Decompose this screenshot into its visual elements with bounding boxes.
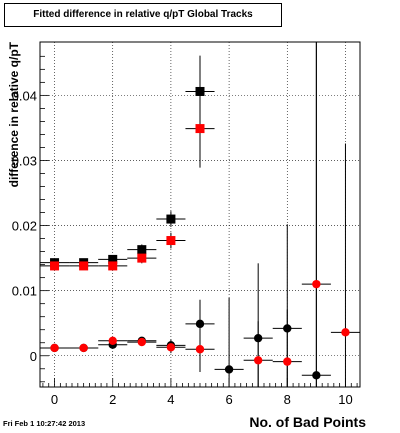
y-tick-label: 0.01 bbox=[12, 284, 37, 299]
ticks: 0 2 4 6 8 10 0 0.01 0.02 0.03 0.04 bbox=[12, 55, 358, 407]
y-tick-label: 0 bbox=[30, 349, 37, 364]
data-point-square bbox=[166, 214, 176, 224]
data-point-square bbox=[50, 261, 60, 271]
data-point-circle bbox=[253, 356, 263, 365]
data-point-circle bbox=[341, 328, 350, 337]
data-point-square bbox=[166, 236, 176, 246]
data-point-circle bbox=[166, 343, 176, 352]
data-point-square bbox=[195, 86, 205, 96]
x-tick-label: 10 bbox=[338, 392, 352, 407]
y-tick-label: 0.02 bbox=[12, 219, 37, 234]
data-point-square bbox=[195, 124, 205, 134]
chart-title: Fitted difference in relative q/pT Globa… bbox=[33, 9, 253, 20]
x-tick-label: 8 bbox=[284, 392, 291, 407]
data-point-square bbox=[79, 261, 89, 271]
data-point-circle bbox=[50, 343, 59, 353]
data-point-circle bbox=[224, 365, 234, 374]
timestamp: Fri Feb 1 10:27:42 2013 bbox=[3, 419, 86, 428]
data-point-circle bbox=[195, 319, 205, 329]
x-axis-label: No. of Bad Points bbox=[249, 414, 366, 430]
y-axis-label: difference in relative q/pT bbox=[7, 41, 21, 187]
data-point-circle bbox=[195, 345, 205, 354]
data-point-square bbox=[137, 253, 147, 263]
data-point-square bbox=[137, 245, 147, 255]
data-point-circle bbox=[312, 371, 321, 380]
data-point-circle bbox=[283, 357, 292, 366]
x-tick-label: 2 bbox=[109, 392, 116, 407]
x-tick-label: 6 bbox=[225, 392, 232, 407]
data-point-circle bbox=[253, 333, 263, 343]
x-tick-label: 0 bbox=[51, 392, 58, 407]
data-point-circle bbox=[283, 324, 292, 333]
y-tick-label: 0.04 bbox=[12, 88, 37, 103]
data-point-circle bbox=[137, 337, 147, 347]
x-tick-label: 4 bbox=[167, 392, 174, 407]
data-point-circle bbox=[312, 279, 321, 289]
title-box: Fitted difference in relative q/pT Globa… bbox=[4, 3, 282, 27]
markers bbox=[50, 86, 350, 380]
data-point-square bbox=[108, 254, 118, 264]
data-point-circle bbox=[108, 336, 117, 345]
y-tick-label: 0.03 bbox=[12, 153, 37, 168]
data-point-square bbox=[108, 261, 118, 271]
data-point-circle bbox=[79, 343, 88, 353]
